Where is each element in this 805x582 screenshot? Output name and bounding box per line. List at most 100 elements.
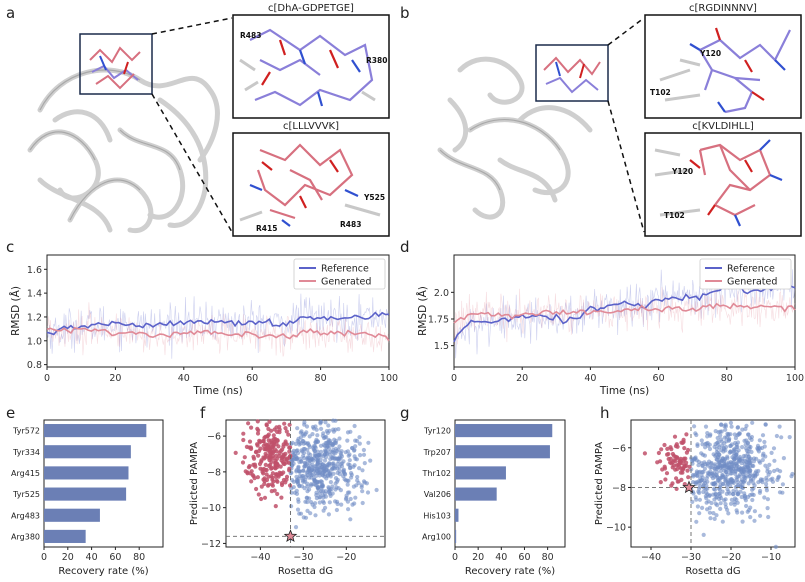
scatter-point-selected bbox=[271, 449, 276, 454]
scatter-point bbox=[714, 513, 719, 518]
chart-h-ytick-label-2: −10 bbox=[606, 523, 626, 534]
inset-a-top-res-0: R483 bbox=[240, 31, 261, 40]
scatter-point-selected bbox=[257, 438, 262, 443]
scatter-point-selected bbox=[283, 480, 288, 485]
scatter-point bbox=[313, 470, 318, 475]
scatter-point bbox=[714, 452, 719, 457]
scatter-point bbox=[296, 464, 301, 469]
scatter-point bbox=[715, 470, 720, 475]
scatter-point bbox=[709, 461, 714, 466]
scatter-point bbox=[345, 438, 350, 443]
scatter-point-selected bbox=[664, 471, 670, 476]
scatter-point-selected bbox=[658, 459, 663, 464]
chart-g-category-1: Trp207 bbox=[423, 448, 451, 457]
chart-e-category-3: Tyr525 bbox=[12, 490, 40, 499]
scatter-point bbox=[347, 458, 352, 463]
scatter-point bbox=[308, 511, 313, 516]
scatter-point bbox=[321, 462, 326, 467]
scatter-point bbox=[740, 519, 745, 524]
chart-g-xtick-label-0: 0 bbox=[452, 552, 458, 563]
panel-label-e: e bbox=[6, 404, 15, 422]
scatter-point bbox=[311, 426, 316, 431]
scatter-point bbox=[299, 459, 304, 464]
scatter-point bbox=[326, 490, 331, 495]
scatter-point bbox=[323, 420, 328, 425]
scatter-point bbox=[721, 459, 727, 464]
scatter-point-selected bbox=[262, 495, 268, 500]
scatter-point-selected bbox=[273, 465, 278, 470]
bar-thr102 bbox=[455, 466, 506, 480]
scatter-point-selected bbox=[271, 436, 277, 441]
scatter-point bbox=[742, 438, 747, 443]
scatter-point bbox=[330, 491, 335, 496]
scatter-point-selected bbox=[279, 495, 284, 500]
scatter-point bbox=[331, 429, 336, 434]
chart-e-xtick-label-2: 40 bbox=[86, 552, 98, 563]
scatter-point bbox=[291, 485, 296, 490]
scatter-point bbox=[700, 475, 705, 480]
scatter-point-selected bbox=[269, 474, 274, 479]
scatter-point-selected bbox=[242, 455, 247, 460]
scatter-point-selected bbox=[264, 467, 269, 473]
scatter-point bbox=[355, 478, 360, 483]
scatter-point bbox=[295, 448, 300, 453]
scatter-point bbox=[742, 478, 747, 483]
chart-h-ytick-label-1: −8 bbox=[612, 483, 626, 494]
scatter-point bbox=[297, 442, 302, 447]
scatter-point-selected bbox=[268, 453, 273, 458]
scatter-point bbox=[307, 434, 312, 439]
scatter-point-selected bbox=[254, 486, 259, 492]
scatter-point-selected bbox=[259, 484, 264, 489]
scatter-point bbox=[697, 484, 703, 489]
chart-c-xtick-label-4: 80 bbox=[315, 373, 327, 384]
scatter-point bbox=[362, 461, 367, 466]
scatter-point bbox=[750, 420, 755, 425]
scatter-point bbox=[326, 512, 331, 517]
inset-a-bottom-res-2: R483 bbox=[340, 220, 361, 229]
scatter-point-selected bbox=[263, 451, 268, 456]
scatter-point bbox=[699, 438, 704, 443]
scatter-point bbox=[704, 496, 709, 501]
scatter-point-selected bbox=[241, 431, 246, 436]
scatter-point bbox=[347, 490, 352, 495]
scatter-point bbox=[757, 459, 762, 464]
scatter-point-selected bbox=[282, 421, 287, 426]
scatter-point-selected bbox=[249, 425, 254, 430]
scatter-point-selected bbox=[268, 462, 273, 467]
scatter-point bbox=[301, 468, 306, 473]
scatter-point bbox=[723, 502, 728, 507]
scatter-point bbox=[701, 532, 706, 538]
scatter-point bbox=[321, 431, 326, 436]
scatter-point-selected bbox=[275, 438, 280, 443]
scatter-point bbox=[315, 466, 320, 471]
scatter-point bbox=[333, 487, 338, 492]
chart-g-xlabel: Recovery rate (%) bbox=[465, 566, 555, 577]
scatter-point bbox=[331, 471, 336, 476]
scatter-point bbox=[747, 444, 752, 449]
inset-a-bottom-title: c[LLLVVVK] bbox=[283, 121, 339, 132]
scatter-point bbox=[781, 456, 787, 461]
scatter-point bbox=[743, 426, 748, 432]
scatter-point bbox=[310, 432, 315, 437]
scatter-point-selected bbox=[669, 447, 674, 452]
chart-d-rmsd: 0 20 40 60 80 100 1.5 1.75 2.0 Time (ns) RMSD (Å) R… bbox=[416, 254, 804, 397]
inset-a-top-res-1: R380 bbox=[366, 56, 387, 65]
scatter-point-selected bbox=[249, 446, 254, 451]
scatter-point bbox=[300, 449, 305, 454]
scatter-point bbox=[360, 489, 365, 494]
scatter-point bbox=[715, 435, 720, 441]
scatter-point bbox=[723, 497, 728, 502]
scatter-point bbox=[714, 466, 719, 471]
bar-tyr120 bbox=[455, 424, 553, 438]
chart-e-category-2: Arg415 bbox=[11, 469, 40, 478]
scatter-point bbox=[352, 454, 357, 459]
scatter-point bbox=[345, 482, 350, 487]
scatter-point bbox=[336, 447, 341, 452]
scatter-point bbox=[718, 469, 724, 474]
chart-c-legend-label-0: Reference bbox=[321, 264, 369, 275]
protein-structure-a bbox=[27, 17, 233, 234]
scatter-point bbox=[304, 470, 309, 475]
chart-e-category-4: Arg483 bbox=[11, 511, 40, 520]
scatter-point bbox=[697, 497, 703, 502]
scatter-point bbox=[750, 497, 755, 503]
